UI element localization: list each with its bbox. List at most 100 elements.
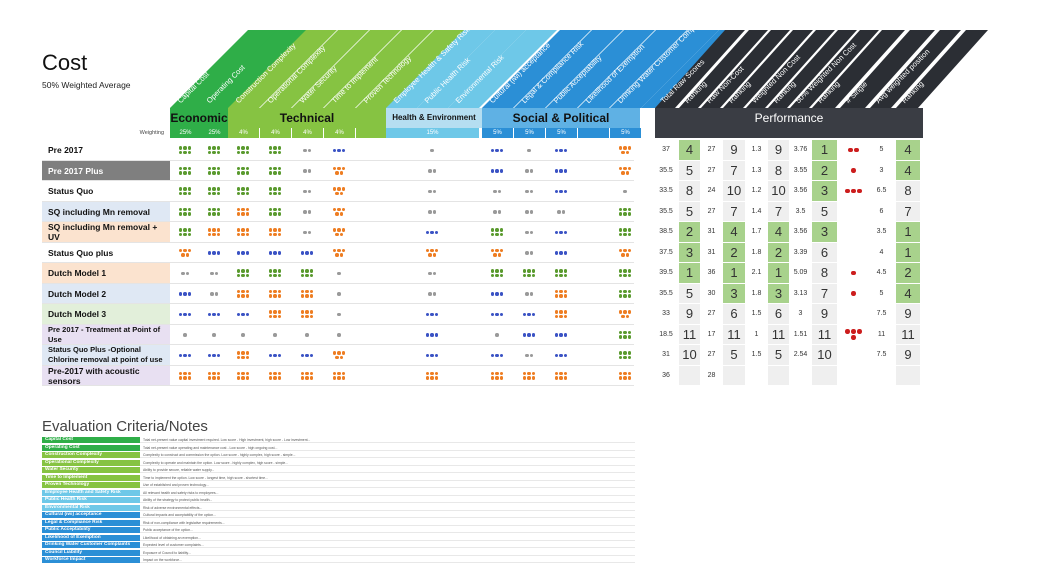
criteria-band-segment [292, 30, 401, 108]
performance-cell: 6.5 [870, 181, 893, 201]
score-dot [563, 353, 568, 357]
score-dot [618, 351, 623, 355]
score-dot [493, 210, 497, 214]
score-dot [337, 292, 341, 296]
score-dots [206, 246, 222, 261]
score-dot [216, 187, 221, 191]
score-dot [241, 212, 245, 216]
score-dot [277, 207, 282, 212]
score-dot [618, 212, 623, 216]
score-dots [521, 287, 537, 302]
performance-cell: 2.54 [790, 345, 811, 365]
score-dot [495, 292, 499, 296]
note-description: Risk of adverse environmental effects... [140, 505, 635, 511]
score-dot [557, 210, 561, 214]
score-dot [425, 333, 430, 337]
score-dot [178, 166, 183, 171]
single-count-dot [851, 329, 856, 334]
performance-cell: 30 [701, 283, 722, 303]
score-dot [623, 146, 627, 150]
score-dots [553, 287, 569, 302]
score-dots [267, 287, 283, 302]
performance-cell: 17 [701, 324, 722, 344]
score-dot [529, 189, 533, 193]
score-dot [300, 310, 305, 314]
score-dot [627, 351, 632, 355]
performance-cell: 31 [655, 345, 677, 365]
score-dot [337, 148, 341, 152]
score-dot [309, 251, 314, 255]
score-dot [212, 187, 216, 191]
score-dot [554, 294, 559, 298]
score-dots [267, 205, 283, 220]
score-dot [187, 312, 192, 316]
weight-cell: 4% [292, 128, 323, 138]
score-dot [430, 353, 434, 357]
score-dots [299, 164, 315, 179]
score-dots [521, 328, 537, 343]
score-dot [210, 271, 214, 275]
score-dot [245, 376, 250, 380]
score-dot [618, 355, 623, 360]
performance-cell: 3 [870, 160, 893, 180]
note-description: Expected level of customer complaints... [140, 542, 635, 549]
note-row: Likelihood of Exemption Likelihood of obt… [42, 534, 635, 541]
score-dot [305, 353, 309, 357]
performance-cell: 5 [812, 201, 837, 221]
score-dot [273, 333, 277, 337]
score-dot [531, 371, 536, 376]
group-performance: Performance [655, 108, 923, 128]
criteria-band-segment [356, 30, 465, 108]
score-dot [339, 253, 343, 257]
performance-cell: 2 [896, 263, 920, 283]
score-dots [235, 348, 251, 363]
score-dot [268, 376, 273, 380]
score-dot [178, 312, 183, 316]
score-dot [337, 166, 341, 171]
score-dots [206, 164, 222, 179]
score-dots [177, 266, 193, 281]
group-health-environment: Health & Environment [386, 108, 482, 128]
score-dot [185, 253, 189, 257]
row-divider [42, 303, 634, 304]
weight-cell: 5% [610, 128, 641, 138]
score-dot [554, 148, 559, 152]
score-dot [341, 187, 346, 191]
score-dot [559, 371, 563, 376]
score-dot [430, 148, 434, 152]
score-dot [339, 171, 343, 175]
score-dots [299, 225, 315, 240]
row-divider [42, 344, 634, 345]
score-dot [273, 146, 277, 150]
score-dot [529, 292, 533, 296]
performance-cell: 37.5 [655, 242, 677, 262]
score-dot [245, 289, 250, 294]
note-description: Complexity to operate and maintain the o… [140, 460, 635, 466]
score-dot [527, 312, 531, 316]
score-dot [490, 228, 495, 232]
score-dot [332, 351, 337, 355]
performance-cell: 31 [701, 242, 722, 262]
score-dot [529, 230, 533, 234]
weight-cell: 15% [417, 128, 448, 138]
score-dots [235, 205, 251, 220]
score-dot [183, 166, 187, 171]
score-dot [305, 371, 309, 376]
note-row: Legal & Compliance Risk Risk of non-compl… [42, 519, 635, 526]
score-dot [241, 207, 245, 212]
score-dot [309, 371, 314, 376]
note-row: Public Health Risk Ability of the strateg… [42, 497, 635, 504]
score-dot [273, 228, 277, 232]
score-dot [305, 289, 309, 294]
score-dot [241, 333, 245, 337]
score-dot [332, 376, 337, 380]
note-description: Cultural impacts and acceptability of th… [140, 512, 635, 519]
score-dot [529, 210, 533, 214]
notes-title: Evaluation Criteria/Notes [42, 418, 208, 435]
performance-cell: 10 [768, 181, 789, 201]
score-dots [521, 205, 537, 220]
score-dots [235, 307, 251, 322]
performance-cell: 3.13 [790, 283, 811, 303]
score-dots [177, 369, 193, 384]
score-dot [216, 171, 221, 175]
